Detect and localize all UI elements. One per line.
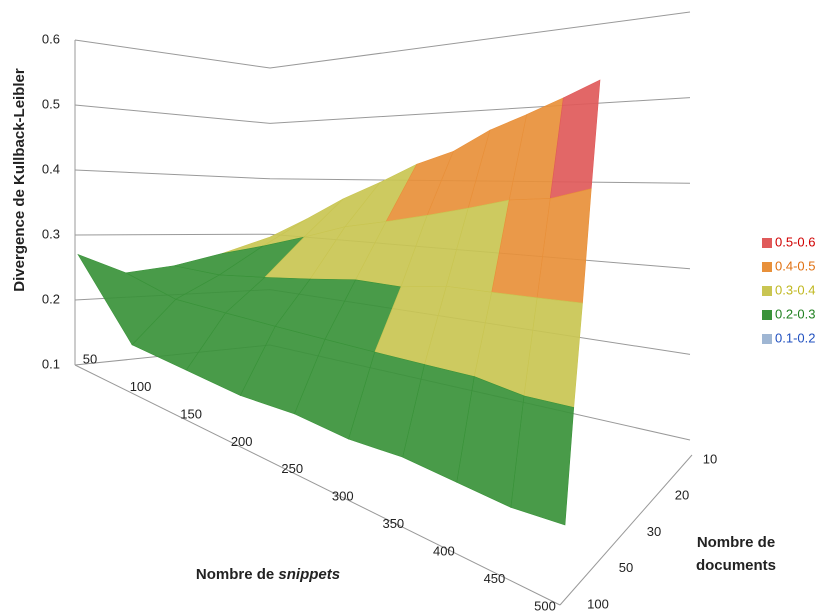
y-tick-label: 0.6 — [42, 31, 60, 46]
legend-label: 0.2-0.3 — [775, 306, 815, 321]
z-tick-label: 100 — [587, 596, 609, 611]
x-tick-label: 200 — [231, 434, 253, 449]
x-tick-label: 400 — [433, 544, 455, 559]
surface-cell — [510, 395, 575, 526]
x-tick-label: 250 — [281, 461, 303, 476]
x-tick-label: 100 — [130, 379, 152, 394]
legend-swatch — [762, 286, 772, 296]
z-tick-label: 50 — [619, 560, 633, 575]
surface-cell — [549, 79, 601, 199]
z-tick-label: 10 — [703, 451, 717, 466]
y-axis-title: Divergence de Kullback-Leibler — [11, 68, 28, 292]
z-axis-title: Nombre de — [697, 534, 775, 551]
grid-line — [74, 11, 691, 69]
legend-label: 0.4-0.5 — [775, 258, 815, 273]
x-tick-label: 500 — [534, 598, 556, 613]
y-tick-label: 0.1 — [42, 356, 60, 371]
x-axis-title: Nombre de snippets — [196, 566, 340, 583]
x-tick-label: 300 — [332, 489, 354, 504]
x-tick-label: 450 — [484, 571, 506, 586]
legend-swatch — [762, 334, 772, 344]
z-tick-label: 20 — [675, 488, 689, 503]
x-axis-title-text: Nombre de — [196, 566, 274, 583]
y-tick-label: 0.5 — [42, 96, 60, 111]
x-tick-label: 50 — [83, 351, 97, 366]
legend-label: 0.5-0.6 — [775, 234, 815, 249]
legend-swatch — [762, 238, 772, 248]
axis-line — [74, 364, 561, 606]
z-axis-title: documents — [696, 557, 776, 574]
legend-label: 0.1-0.2 — [775, 330, 815, 345]
y-tick-label: 0.4 — [42, 161, 60, 176]
x-axis-title-emphasis: snippets — [278, 566, 340, 583]
y-tick-label: 0.2 — [42, 291, 60, 306]
x-tick-label: 350 — [382, 516, 404, 531]
x-tick-label: 150 — [180, 406, 202, 421]
legend-swatch — [762, 262, 772, 272]
y-tick-label: 0.3 — [42, 226, 60, 241]
z-tick-label: 30 — [647, 524, 661, 539]
legend-swatch — [762, 310, 772, 320]
legend-label: 0.3-0.4 — [775, 282, 815, 297]
axis-line — [559, 454, 693, 606]
